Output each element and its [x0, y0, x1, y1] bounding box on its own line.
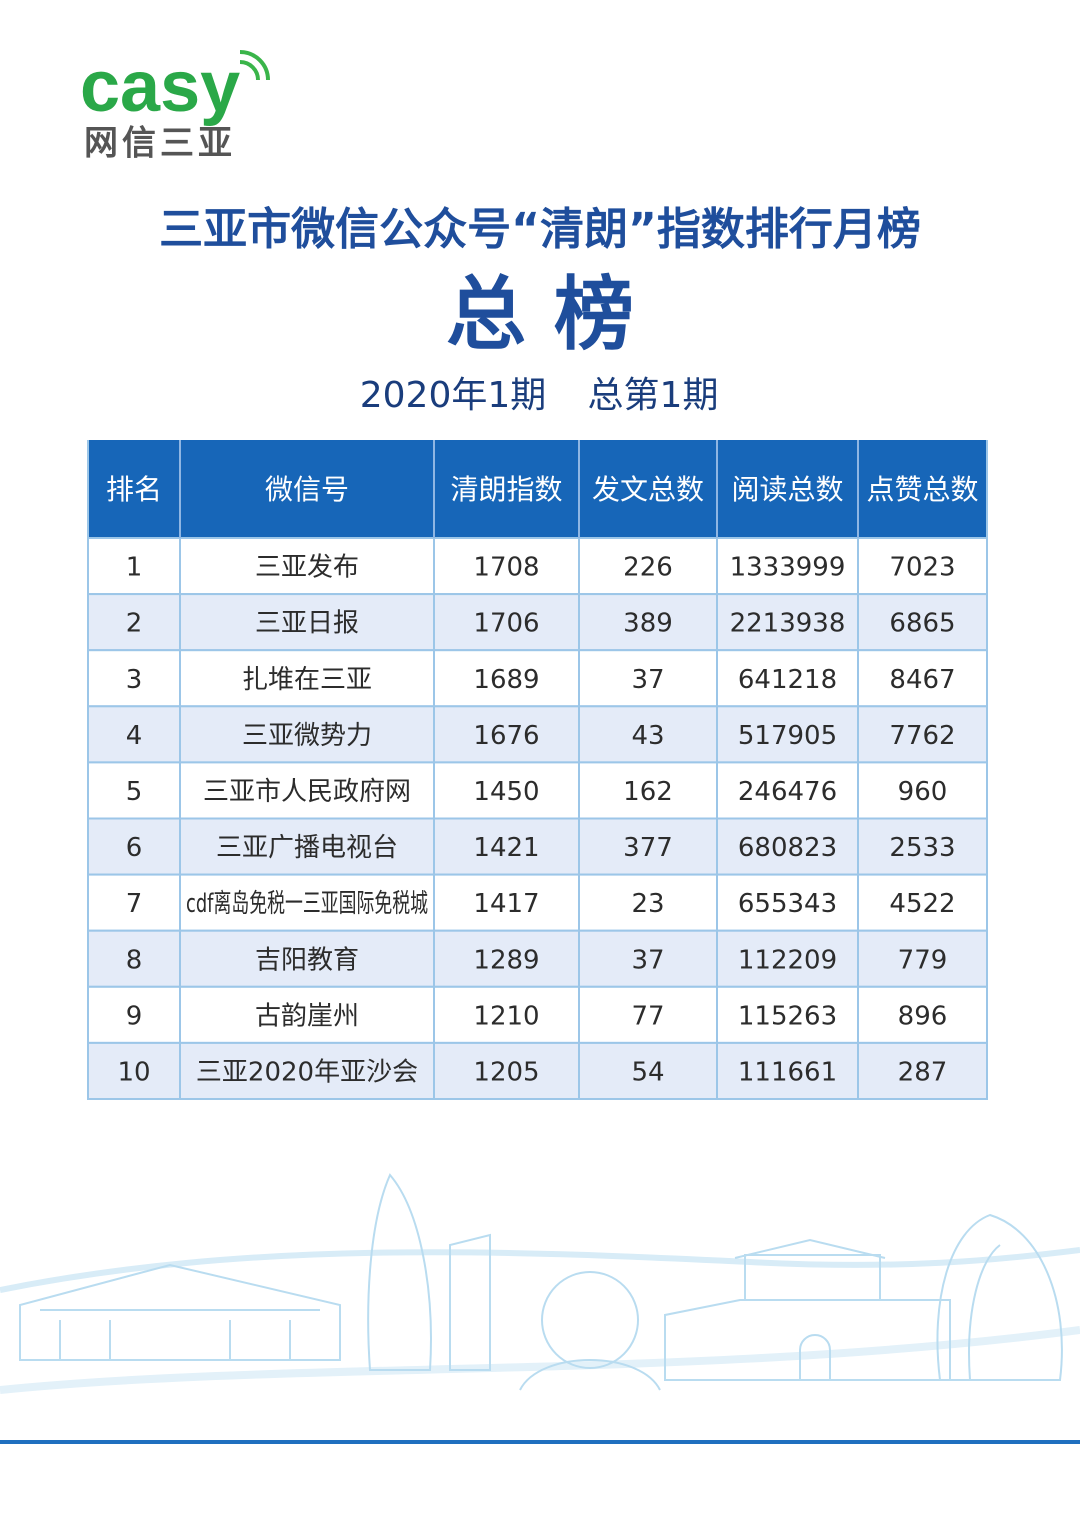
- column-header: 排名: [106, 473, 162, 506]
- table-cell: 43: [631, 721, 664, 751]
- table-cell: 三亚微势力: [242, 721, 372, 751]
- logo: casy 网信三亚: [80, 47, 270, 164]
- column-header: 微信号: [265, 473, 349, 506]
- table-cell: 37: [631, 665, 664, 695]
- header-row: [88, 440, 987, 538]
- table-cell: 641218: [738, 665, 837, 695]
- table-cell: 9: [126, 1001, 143, 1031]
- footer-line: [0, 1440, 1080, 1444]
- table-cell: 115263: [738, 1001, 837, 1031]
- table-cell: cdf离岛免税一三亚国际免税城: [186, 889, 428, 919]
- column-header: 发文总数: [592, 473, 704, 506]
- table-cell: 779: [898, 945, 948, 975]
- table-cell: 6865: [889, 609, 955, 639]
- table-cell: 古韵崖州: [255, 1001, 359, 1031]
- table-cell: 三亚市人民政府网: [203, 777, 411, 807]
- table-cell: 680823: [738, 833, 837, 863]
- table-cell: 246476: [738, 777, 837, 807]
- table-cell: 1421: [473, 833, 539, 863]
- table-cell: 1708: [473, 553, 539, 583]
- table-cell: 960: [898, 777, 948, 807]
- table-cell: 1205: [473, 1057, 539, 1087]
- table-cell: 7023: [889, 553, 955, 583]
- table-cell: 4: [126, 721, 143, 751]
- table-cell: 4522: [889, 889, 955, 919]
- table-cell: 162: [623, 777, 673, 807]
- table-cell: 77: [631, 1001, 664, 1031]
- table-cell: 54: [631, 1057, 664, 1087]
- table-row: [87, 649, 988, 708]
- table-cell: 655343: [738, 889, 837, 919]
- table-cell: 2533: [889, 833, 955, 863]
- table-cell: 377: [623, 833, 673, 863]
- table-cell: 1689: [473, 665, 539, 695]
- column-header: 清朗指数: [450, 473, 562, 506]
- skyline: [0, 1173, 1080, 1394]
- table-cell: 10: [117, 1057, 150, 1087]
- table-cell: 三亚广播电视台: [216, 833, 398, 863]
- issue-total: 总第1期: [588, 375, 719, 416]
- table-cell: 1706: [473, 609, 539, 639]
- table-cell: 1676: [473, 721, 539, 751]
- table-cell: 37: [631, 945, 664, 975]
- table-cell: 三亚日报: [255, 609, 359, 639]
- logo-brand: casy: [80, 47, 240, 127]
- table-cell: 226: [623, 553, 673, 583]
- table-cell: 6: [126, 833, 143, 863]
- table-cell: 1210: [473, 1001, 539, 1031]
- table-cell: 8467: [889, 665, 955, 695]
- table-cell: 8: [126, 945, 143, 975]
- table-cell: 扎堆在三亚: [242, 665, 372, 695]
- subtitle: 总 榜: [446, 268, 634, 361]
- table-cell: 389: [623, 609, 673, 639]
- table-cell: 287: [898, 1057, 948, 1087]
- table-cell: 1289: [473, 945, 539, 975]
- table-cell: 7762: [889, 721, 955, 751]
- title: 三亚市微信公众号“清朗”指数排行月榜: [159, 204, 921, 255]
- table-cell: 1333999: [730, 553, 846, 583]
- table-cell: 1: [126, 553, 143, 583]
- table-cell: 111661: [738, 1057, 837, 1087]
- table-cell: 吉阳教育: [255, 945, 359, 975]
- table-cell: 2: [126, 609, 143, 639]
- table-cell: 三亚2020年亚沙会: [196, 1057, 418, 1087]
- table-cell: 7: [126, 889, 143, 919]
- table-row: [87, 929, 988, 988]
- wifi-icon: [239, 50, 270, 81]
- table-cell: 三亚发布: [255, 553, 359, 583]
- table-cell: 1417: [473, 889, 539, 919]
- table-cell: 23: [631, 889, 664, 919]
- logo-name: 网信三亚: [84, 124, 236, 164]
- table-cell: 3: [126, 665, 143, 695]
- table-cell: 5: [126, 777, 143, 807]
- column-header: 点赞总数: [866, 473, 978, 506]
- table-cell: 112209: [738, 945, 837, 975]
- column-header: 阅读总数: [731, 473, 843, 506]
- table-row: [87, 873, 988, 932]
- table-cell: 2213938: [730, 609, 846, 639]
- table-cell: 1450: [473, 777, 539, 807]
- ranking-table: 排名 微信号 清朗指数 发文总数 阅读总数 点赞总数 1 三亚发布 1708 226 1333999…: [87, 440, 988, 1101]
- table-cell: 896: [898, 1001, 948, 1031]
- table-cell: 517905: [738, 721, 837, 751]
- issue: 2020年1期: [360, 375, 547, 416]
